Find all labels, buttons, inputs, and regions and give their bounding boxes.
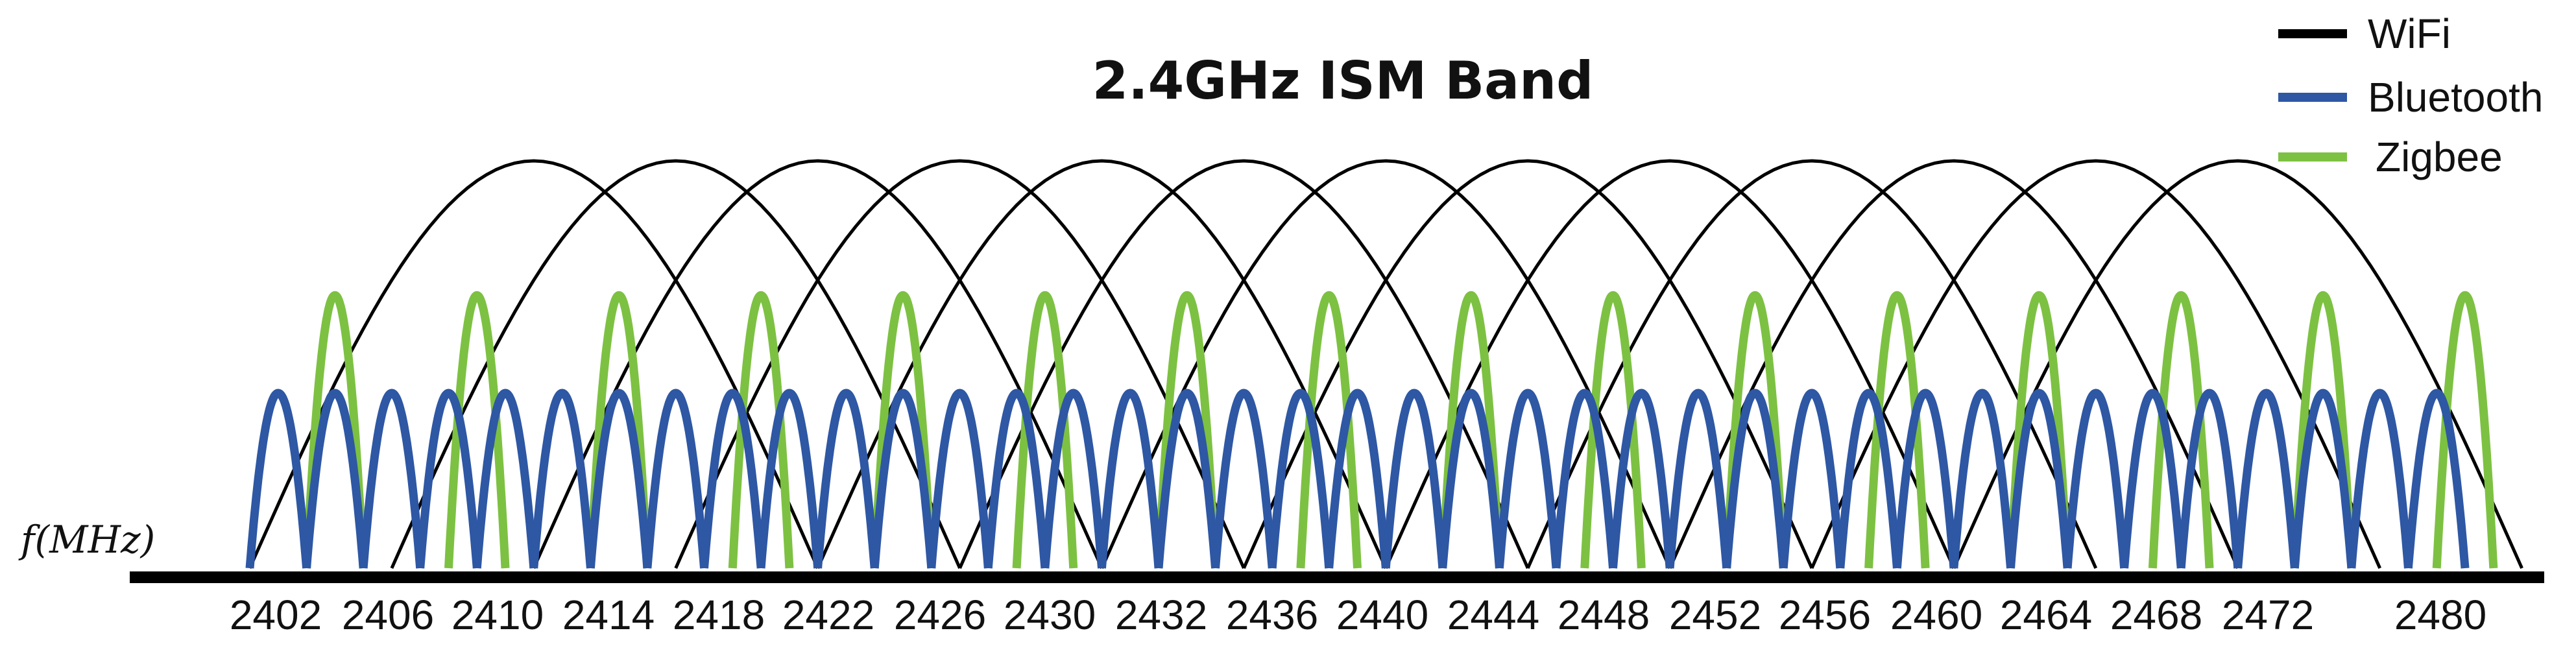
bluetooth-curve-30	[1892, 389, 1958, 569]
wifi-series	[248, 159, 2523, 569]
tick-label-2456: 2456	[1779, 592, 1871, 638]
wifi-curve-4	[674, 159, 1246, 569]
tick-label-2402: 2402	[230, 592, 322, 638]
bluetooth-curve-21	[1381, 389, 1447, 569]
bluetooth-curve-29	[1836, 389, 1901, 569]
wifi-curve-3	[532, 159, 1103, 569]
bluetooth-curve-4	[416, 389, 481, 569]
tick-label-2436: 2436	[1226, 592, 1318, 638]
bluetooth-curve-22	[1438, 389, 1504, 569]
bluetooth-curve-5	[472, 389, 538, 569]
tick-label-2422: 2422	[782, 592, 874, 638]
wifi-curve-9	[1384, 159, 1956, 569]
wifi-curve-12	[1810, 159, 2381, 569]
tick-label-2472: 2472	[2222, 592, 2314, 638]
bluetooth-curve-24	[1552, 389, 1617, 569]
bluetooth-curve-31	[1949, 389, 2015, 569]
tick-label-2414: 2414	[562, 592, 655, 638]
legend-label-wifi: WiFi	[2368, 10, 2451, 57]
tick-label-2452: 2452	[1669, 592, 1761, 638]
bluetooth-curve-8	[643, 389, 708, 569]
bluetooth-curve-15	[1041, 389, 1106, 569]
tick-label-2468: 2468	[2110, 592, 2202, 638]
zigbee-curve-5	[870, 291, 936, 569]
bluetooth-curve-2	[302, 389, 368, 569]
bluetooth-curve-14	[983, 389, 1050, 569]
bluetooth-curve-13	[927, 389, 993, 569]
wifi-curve-13	[1952, 159, 2523, 569]
tick-label-2426: 2426	[894, 592, 986, 638]
tick-label-2410: 2410	[451, 592, 544, 638]
legend-label-bluetooth: Bluetooth	[2368, 74, 2543, 121]
bluetooth-curve-33	[2063, 389, 2129, 569]
axis-label: f(MHz)	[18, 518, 155, 562]
wifi-curve-2	[390, 159, 961, 569]
tick-labels: 2402 2406 2410 2414 2418 2422 2426 2430 2432 2436…	[230, 592, 2486, 638]
tick-label-2480: 2480	[2394, 592, 2486, 638]
bluetooth-curve-38	[2347, 389, 2413, 569]
bluetooth-curve-26	[1665, 389, 1731, 569]
bluetooth-curve-28	[1779, 389, 1845, 569]
zigbee-curve-11	[1722, 291, 1788, 569]
zigbee-curve-9	[1438, 291, 1504, 569]
legend-label-zigbee: Zigbee	[2376, 134, 2503, 180]
zigbee-curve-1	[302, 291, 368, 569]
spectrum-curves	[245, 159, 2523, 569]
tick-label-2432: 2432	[1115, 592, 1207, 638]
bluetooth-curve-10	[756, 389, 823, 569]
zigbee-curve-13	[2006, 291, 2072, 569]
zigbee-curve-15	[2290, 291, 2356, 569]
tick-label-2444: 2444	[1447, 592, 1539, 638]
bluetooth-curve-12	[870, 389, 936, 569]
tick-label-2406: 2406	[342, 592, 434, 638]
bluetooth-series	[245, 389, 2470, 569]
bluetooth-curve-37	[2290, 389, 2356, 569]
bluetooth-curve-23	[1495, 389, 1561, 569]
zigbee-curve-3	[586, 291, 652, 569]
wifi-curve-6	[958, 159, 1530, 569]
bluetooth-curve-9	[700, 389, 765, 569]
legend-item-bluetooth: Bluetooth	[2278, 74, 2543, 121]
tick-label-2418: 2418	[673, 592, 765, 638]
wifi-curve-5	[816, 159, 1388, 569]
wifi-curve-7	[1100, 159, 1672, 569]
wifi-curve-11	[1668, 159, 2239, 569]
zigbee-curve-7	[1154, 291, 1220, 569]
legend: WiFi Bluetooth Zigbee	[2278, 10, 2543, 180]
bluetooth-curve-6	[529, 389, 595, 569]
bluetooth-curve-16	[1098, 389, 1163, 569]
tick-label-2464: 2464	[2000, 592, 2092, 638]
wifi-curve-8	[1242, 159, 1814, 569]
legend-item-zigbee: Zigbee	[2278, 134, 2503, 180]
bluetooth-curve-36	[2233, 389, 2299, 569]
bluetooth-curve-18	[1211, 389, 1277, 569]
bluetooth-curve-39	[2403, 389, 2470, 569]
tick-label-2448: 2448	[1558, 592, 1650, 638]
wifi-curve-10	[1526, 159, 2098, 569]
bluetooth-curve-3	[359, 389, 425, 569]
tick-label-2440: 2440	[1336, 592, 1428, 638]
bluetooth-curve-1	[245, 389, 311, 569]
tick-label-2430: 2430	[1004, 592, 1096, 638]
bluetooth-curve-35	[2176, 389, 2243, 569]
legend-item-wifi: WiFi	[2278, 10, 2451, 57]
bluetooth-curve-32	[2006, 389, 2072, 569]
tick-label-2460: 2460	[1890, 592, 1982, 638]
bluetooth-curve-25	[1609, 389, 1674, 569]
bluetooth-curve-27	[1722, 389, 1788, 569]
bluetooth-curve-19	[1268, 389, 1334, 569]
bluetooth-curve-11	[813, 389, 879, 569]
bluetooth-curve-7	[586, 389, 652, 569]
bluetooth-curve-17	[1154, 389, 1220, 569]
bluetooth-curve-20	[1325, 389, 1390, 569]
wifi-curve-1	[248, 159, 819, 569]
bluetooth-curve-34	[2120, 389, 2185, 569]
chart-title: 2.4GHz ISM Band	[1092, 51, 1594, 111]
